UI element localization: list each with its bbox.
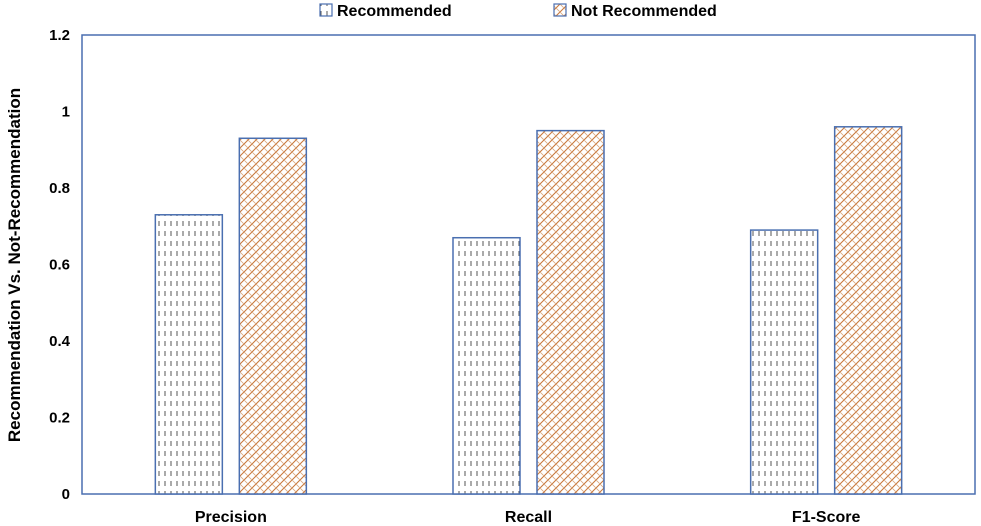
x-axis-labels: Precision Recall F1-Score bbox=[195, 509, 861, 526]
x-category-label: Precision bbox=[195, 509, 267, 526]
bars bbox=[154, 126, 903, 495]
y-axis-title: Recommendation Vs. Not-Recommendation bbox=[5, 88, 24, 442]
legend-item-recommended: Recommended bbox=[319, 3, 452, 20]
y-axis-ticks: 0 0.2 0.4 0.6 0.8 1 1.2 bbox=[49, 27, 71, 503]
bar-not-recommended-precision bbox=[238, 137, 308, 495]
bar-not-recommended-recall bbox=[536, 129, 605, 495]
y-tick-label: 0.4 bbox=[49, 333, 71, 350]
bar-recommended-precision bbox=[154, 214, 224, 495]
y-tick-label: 0.6 bbox=[49, 257, 70, 274]
legend-label-recommended: Recommended bbox=[337, 3, 452, 20]
x-category-label: Recall bbox=[505, 509, 552, 526]
y-tick-label: 0.8 bbox=[49, 180, 70, 197]
legend: Recommended Not Recommended bbox=[319, 3, 717, 20]
bar-not-recommended-f1-score bbox=[833, 126, 903, 495]
legend-item-not-recommended: Not Recommended bbox=[553, 3, 717, 20]
legend-swatch-not-recommended bbox=[553, 3, 567, 17]
y-tick-label: 0.2 bbox=[49, 410, 70, 427]
x-category-label: F1-Score bbox=[792, 509, 861, 526]
bar-recommended-recall bbox=[452, 236, 521, 495]
y-tick-label: 0 bbox=[62, 486, 70, 503]
y-tick-label: 1 bbox=[62, 104, 70, 121]
plot-area bbox=[81, 34, 976, 495]
legend-label-not-recommended: Not Recommended bbox=[571, 3, 717, 20]
legend-swatch-recommended bbox=[319, 3, 333, 17]
bar-recommended-f1-score bbox=[749, 229, 819, 495]
y-tick-label: 1.2 bbox=[49, 27, 70, 44]
